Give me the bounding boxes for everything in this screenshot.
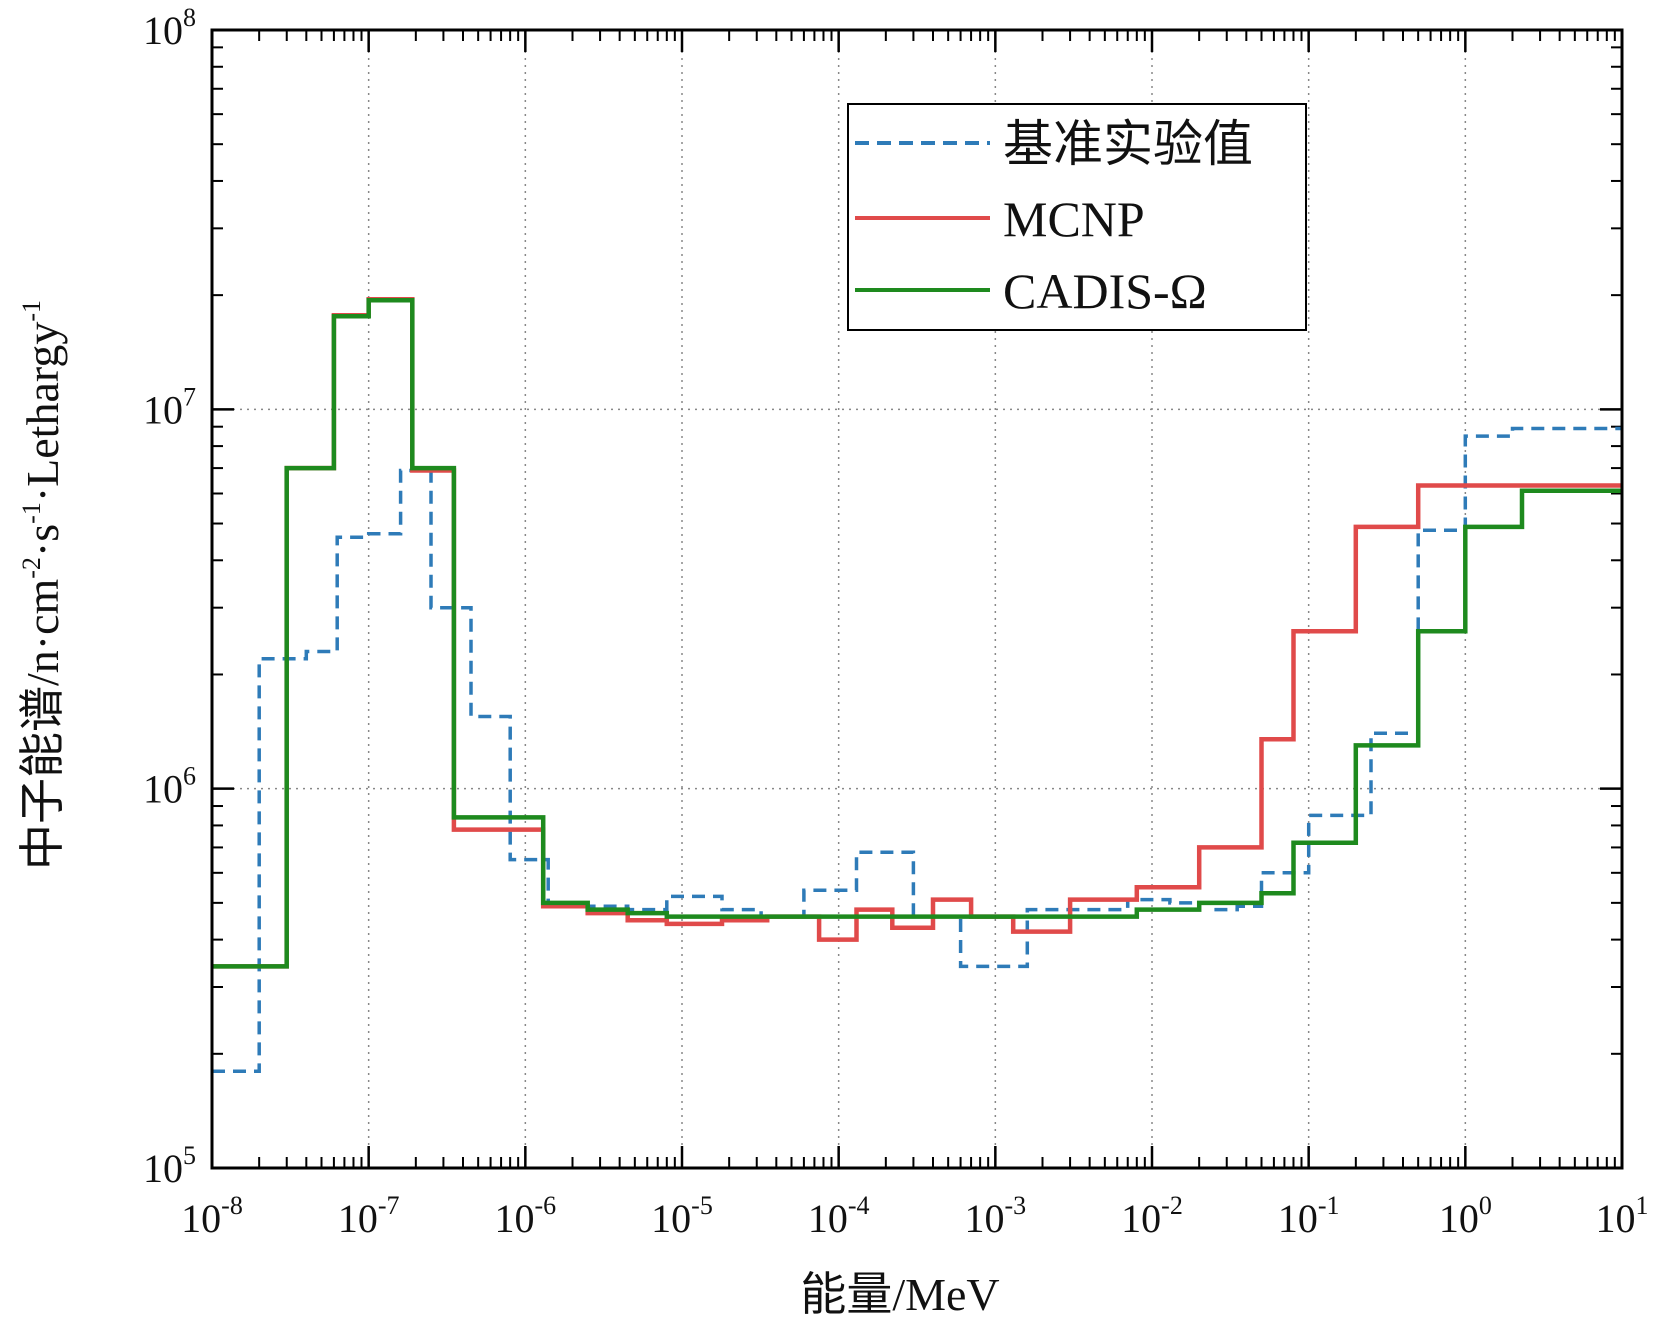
x-tick-label: 10-8: [181, 1191, 243, 1241]
x-tick-label: 100: [1439, 1191, 1492, 1241]
x-tick-label: 10-2: [1121, 1191, 1183, 1241]
y-tick-label: 107: [143, 382, 196, 432]
x-tick-label: 101: [1596, 1191, 1649, 1241]
legend-label-experiment: 基准实验值: [1003, 116, 1253, 172]
major-ticks: [210, 28, 1624, 1170]
x-tick-label: 10-6: [494, 1191, 556, 1241]
series-mcnp: [212, 297, 1622, 969]
x-tick-labels: 10-8 10-7 10-6 10-5 10-4 10-3 10-2 10-1 100 101: [181, 1191, 1648, 1241]
x-tick-label: 10-1: [1278, 1191, 1340, 1241]
legend: 基准实验值 MCNP CADIS-Ω: [847, 103, 1307, 331]
series-experiment: [212, 426, 1622, 1073]
x-axis-title: 能量/MeV: [800, 1269, 999, 1320]
x-tick-label: 10-5: [651, 1191, 713, 1241]
legend-label-mcnp: MCNP: [1003, 191, 1145, 247]
x-tick-label: 10-7: [338, 1191, 400, 1241]
minor-ticks: [212, 30, 1622, 1168]
legend-label-cadis: CADIS-Ω: [1003, 263, 1207, 319]
plot-frame: [210, 28, 1624, 1170]
series-cadis: [212, 297, 1622, 969]
y-tick-label: 105: [143, 1141, 196, 1191]
series-group: [212, 297, 1622, 1073]
y-axis-title: 中子能谱/n·cm-2·s-1·Lethargy-1: [17, 300, 68, 870]
x-tick-label: 10-4: [808, 1191, 870, 1241]
y-tick-label: 108: [143, 3, 196, 53]
y-tick-labels: 105 106 107 108: [143, 3, 196, 1191]
x-tick-label: 10-3: [964, 1191, 1026, 1241]
y-tick-label: 106: [143, 762, 196, 812]
